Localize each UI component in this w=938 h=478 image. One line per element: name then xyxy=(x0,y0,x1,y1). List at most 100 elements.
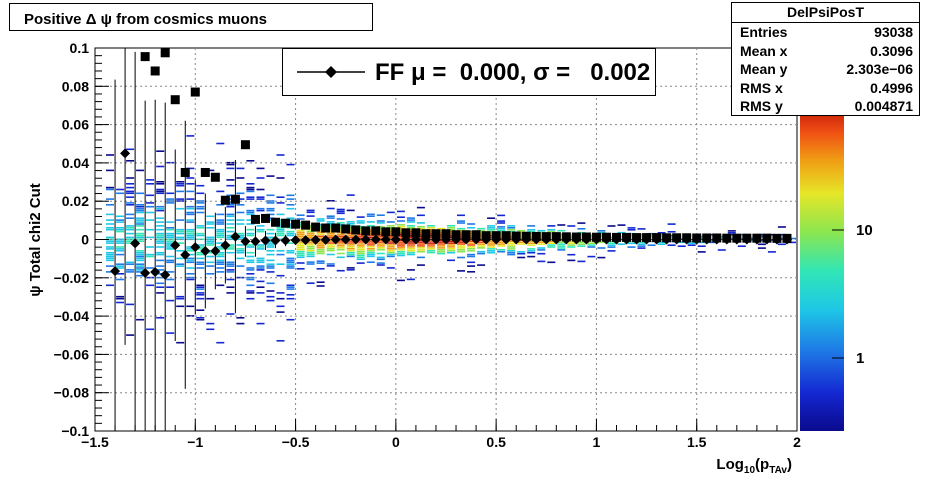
heatmap-cell xyxy=(346,244,355,246)
heatmap-cell xyxy=(236,265,245,267)
heatmap-cell xyxy=(637,247,646,249)
heatmap-cell xyxy=(527,225,536,227)
heatmap-cell xyxy=(276,213,285,216)
heatmap-cell xyxy=(396,237,405,239)
heatmap-cell xyxy=(757,235,766,238)
heatmap-cell xyxy=(106,213,114,216)
heatmap-cell xyxy=(356,250,365,253)
heatmap-cell xyxy=(236,177,245,179)
heatmap-cell xyxy=(406,230,415,233)
sigma-marker xyxy=(341,224,351,234)
heatmap-cell xyxy=(507,232,516,235)
heatmap-cell xyxy=(126,228,135,231)
heatmap-cell xyxy=(206,236,215,239)
heatmap-cell xyxy=(336,208,345,211)
heatmap-cell xyxy=(156,251,165,254)
heatmap-cell xyxy=(527,230,536,233)
heatmap-cell xyxy=(276,234,285,237)
heatmap-cell xyxy=(597,237,606,240)
heatmap-cell xyxy=(236,223,245,225)
heatmap-cell xyxy=(206,251,215,254)
heatmap-cell xyxy=(116,273,125,275)
heatmap-cell xyxy=(226,292,235,294)
heatmap-cell xyxy=(186,205,195,208)
heatmap-cell xyxy=(396,229,405,232)
stats-key: RMS y xyxy=(740,98,783,114)
heatmap-cell xyxy=(306,230,315,233)
heatmap-cell xyxy=(426,236,435,239)
heatmap-cell xyxy=(186,177,195,179)
heatmap-cell xyxy=(206,223,215,225)
heatmap-cell xyxy=(126,213,135,216)
heatmap-cell xyxy=(497,245,506,247)
heatmap-cell xyxy=(336,243,345,245)
heatmap-cell xyxy=(356,254,365,257)
heatmap-cell xyxy=(457,237,465,240)
heatmap-cell xyxy=(477,264,486,266)
heatmap-cell xyxy=(196,234,205,237)
heatmap-cell xyxy=(326,217,335,219)
heatmap-cell xyxy=(286,232,295,235)
heatmap-cell xyxy=(166,248,175,250)
heatmap-cell xyxy=(126,183,135,185)
mean-marker xyxy=(120,148,131,159)
heatmap-cell xyxy=(216,246,225,248)
heatmap-cell xyxy=(126,196,135,198)
heatmap-cell xyxy=(256,228,265,231)
heatmap-cell xyxy=(136,255,145,258)
heatmap-cell xyxy=(126,148,135,151)
sigma-marker xyxy=(461,230,471,240)
heatmap-cell xyxy=(206,221,215,223)
mean-marker xyxy=(180,249,191,260)
heatmap-cell xyxy=(447,246,455,248)
heatmap-cell xyxy=(366,225,375,227)
heatmap-cell xyxy=(176,305,185,308)
heatmap-cell xyxy=(487,240,496,242)
heatmap-cell xyxy=(306,232,315,235)
heatmap-cell xyxy=(196,257,205,260)
heatmap-cell xyxy=(136,250,145,252)
heatmap-cell xyxy=(136,228,145,231)
heatmap-cell xyxy=(146,205,155,208)
heatmap-cell xyxy=(306,228,315,231)
heatmap-cell xyxy=(507,251,516,254)
heatmap-cell xyxy=(106,251,114,254)
heatmap-cell xyxy=(136,267,145,269)
heatmap-cell xyxy=(196,207,205,210)
heatmap-cell xyxy=(426,248,435,250)
sigma-marker xyxy=(441,229,451,239)
heatmap-cell xyxy=(788,237,796,240)
sigma-marker xyxy=(611,232,621,242)
heatmap-cell xyxy=(246,267,255,269)
heatmap-cell xyxy=(336,227,345,230)
heatmap-cell xyxy=(296,237,305,239)
heatmap-cell xyxy=(727,232,736,234)
heatmap-cell xyxy=(707,241,716,244)
heatmap-cell xyxy=(607,246,616,248)
heatmap-cell xyxy=(106,169,114,172)
heatmap-cell xyxy=(356,237,365,239)
heatmap-cell xyxy=(597,241,606,244)
mean-marker xyxy=(110,266,121,277)
heatmap-cell xyxy=(236,248,245,250)
heatmap-cell xyxy=(196,309,205,311)
heatmap-cell xyxy=(747,239,756,242)
heatmap-cell xyxy=(266,207,275,210)
heatmap-cell xyxy=(126,232,135,235)
sigma-marker xyxy=(682,233,692,243)
heatmap-cell xyxy=(336,222,345,224)
heatmap-cell xyxy=(226,202,235,204)
heatmap-cell xyxy=(717,249,726,251)
heatmap-cell xyxy=(326,207,335,210)
heatmap-cell xyxy=(326,232,335,235)
sigma-marker xyxy=(511,231,521,241)
heatmap-cell xyxy=(537,241,546,243)
heatmap-cell xyxy=(236,244,245,246)
heatmap-cell xyxy=(316,231,325,234)
heatmap-cell xyxy=(457,250,465,253)
heatmap-cell xyxy=(236,236,245,239)
heatmap-cell xyxy=(276,227,285,229)
heatmap-cell xyxy=(356,239,365,241)
heatmap-cell xyxy=(477,241,486,243)
heatmap-cell xyxy=(126,192,135,195)
